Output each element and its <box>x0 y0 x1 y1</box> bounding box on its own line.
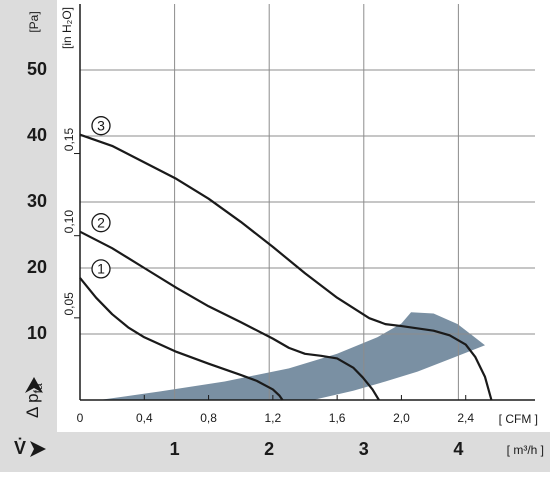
x-tick-label: 0,8 <box>200 411 217 425</box>
curve-label: 2 <box>97 214 105 230</box>
curve-marker <box>91 213 111 233</box>
y-unit: [Pa] <box>27 11 41 32</box>
bottom-band <box>0 432 550 472</box>
y-tick-label: 10 <box>27 323 47 343</box>
curve-label: 3 <box>97 117 105 133</box>
curve-label: 1 <box>97 261 105 277</box>
x-tick-label: 1,6 <box>329 411 346 425</box>
y-tick-label: 20 <box>27 257 47 277</box>
curve-marker <box>91 116 111 136</box>
y-tick-label: 40 <box>27 125 47 145</box>
x2-tick-label: 1 <box>170 439 180 459</box>
left-band <box>0 0 57 472</box>
x2-label: V̇ <box>14 437 26 458</box>
x-tick-label: 1,2 <box>265 411 282 425</box>
x-tick-label: 0 <box>77 411 84 425</box>
x2-tick-label: 3 <box>359 439 369 459</box>
curve-marker <box>91 259 111 279</box>
y-tick-label: 30 <box>27 191 47 211</box>
x2-tick-label: 4 <box>453 439 463 459</box>
x2-tick-label: 2 <box>264 439 274 459</box>
x-tick-label: 2,0 <box>393 411 410 425</box>
y2-tick-label: 0,15 <box>62 128 76 152</box>
x-unit: [ CFM ] <box>499 412 538 426</box>
x-tick-label: 0,4 <box>136 411 153 425</box>
x-tick-label: 2,4 <box>457 411 474 425</box>
curve <box>79 230 380 401</box>
x2-arrow <box>30 441 46 457</box>
curve <box>79 133 493 401</box>
y2-tick-label: 0,05 <box>62 292 76 316</box>
y-tick-label: 50 <box>27 59 47 79</box>
y2-tick-label: 0,10 <box>62 210 76 234</box>
curve <box>79 277 284 401</box>
x2-unit: [ m³/h ] <box>507 443 544 457</box>
y2-unit: [in H₂O] <box>60 7 74 49</box>
y-arrow <box>25 377 43 393</box>
y-label-main: Δ p <box>23 393 42 418</box>
